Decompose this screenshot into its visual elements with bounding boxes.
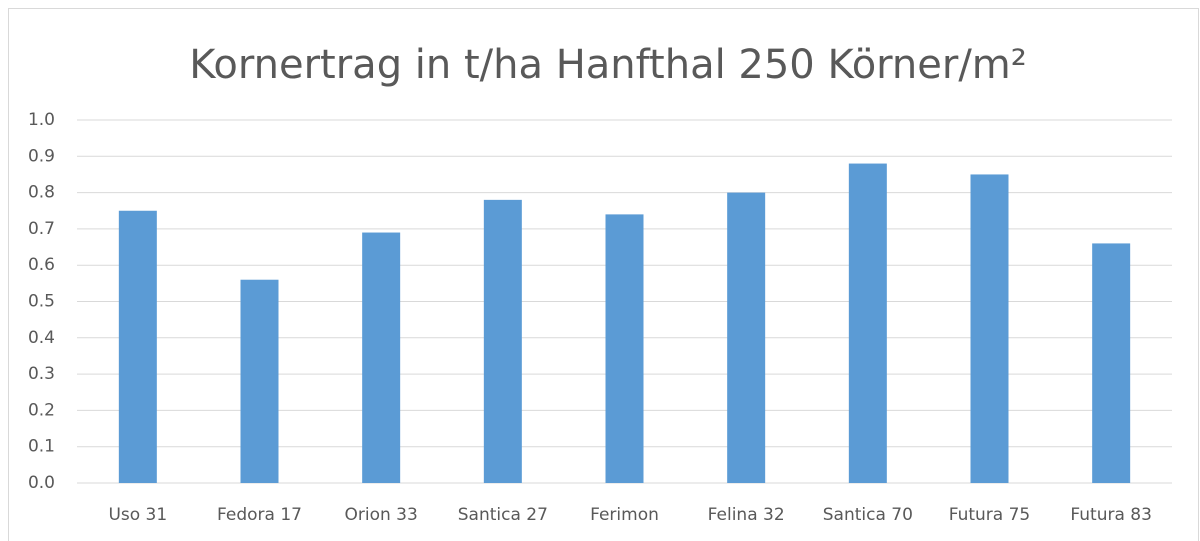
bar xyxy=(970,174,1009,483)
bar xyxy=(240,279,279,483)
bar xyxy=(848,163,887,483)
bar xyxy=(605,214,644,483)
bar xyxy=(727,192,766,483)
y-tick-label: 0.7 xyxy=(28,219,55,239)
y-tick-label: 0.8 xyxy=(28,183,55,203)
y-tick-label: 0.2 xyxy=(28,400,55,420)
y-tick-label: 0.1 xyxy=(28,437,55,457)
x-tick-label: Felina 32 xyxy=(708,505,785,525)
y-tick-label: 0.5 xyxy=(28,292,55,312)
chart-title: Kornertrag in t/ha Hanfthal 250 Körner/m… xyxy=(189,42,1027,88)
y-tick-label: 0.0 xyxy=(28,473,55,493)
bar xyxy=(362,232,401,483)
bar xyxy=(118,210,157,483)
y-tick-label: 1.0 xyxy=(28,110,55,130)
x-tick-label: Futura 83 xyxy=(1070,505,1152,525)
x-tick-label: Uso 31 xyxy=(108,505,167,525)
chart-border xyxy=(8,8,1199,541)
x-tick-label: Futura 75 xyxy=(949,505,1031,525)
y-tick-label: 0.9 xyxy=(28,146,55,166)
bar xyxy=(1092,243,1131,483)
x-tick-label: Santica 27 xyxy=(458,505,548,525)
y-tick-label: 0.6 xyxy=(28,255,55,275)
x-tick-label: Orion 33 xyxy=(345,505,418,525)
bar xyxy=(483,199,522,484)
x-tick-label: Santica 70 xyxy=(823,505,913,525)
y-tick-label: 0.3 xyxy=(28,364,55,384)
x-tick-label: Ferimon xyxy=(590,505,659,525)
x-tick-label: Fedora 17 xyxy=(217,505,302,525)
y-tick-label: 0.4 xyxy=(28,328,55,348)
